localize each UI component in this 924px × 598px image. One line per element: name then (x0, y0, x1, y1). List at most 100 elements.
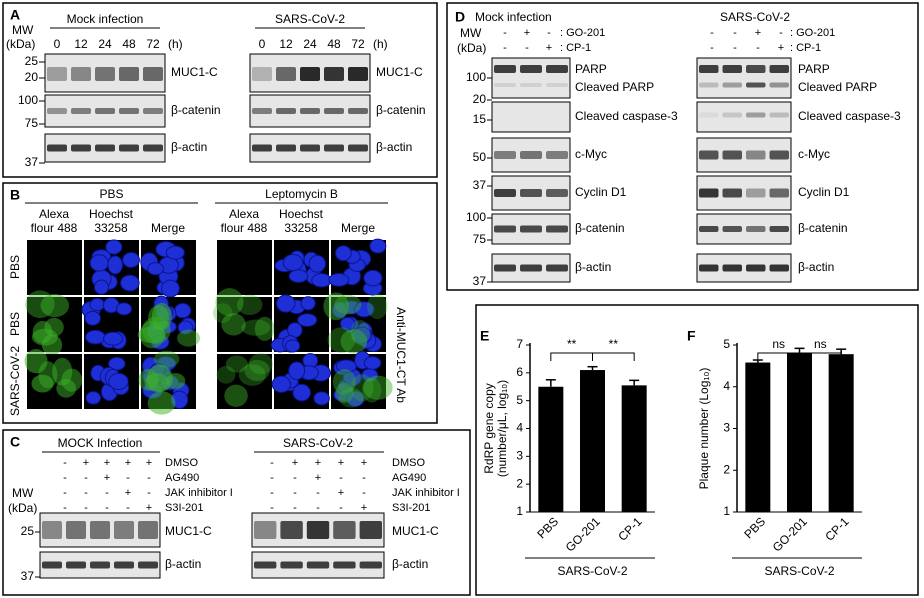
nucleus (165, 245, 185, 260)
nucleus (85, 391, 102, 405)
label: - (779, 27, 783, 39)
label: 12 (74, 37, 88, 51)
band (252, 67, 272, 81)
micrograph (27, 240, 82, 295)
label: β-actin (575, 260, 611, 274)
cytoplasm-signal (137, 326, 166, 343)
label: - (105, 502, 109, 514)
bar (828, 354, 854, 512)
nucleus (328, 273, 350, 287)
label: + (104, 472, 110, 484)
label: - (84, 487, 88, 499)
band (300, 67, 320, 81)
nucleus (122, 251, 140, 268)
nucleus (105, 239, 123, 255)
nucleus (346, 390, 365, 407)
label: - (147, 487, 151, 499)
label: (kDa) (6, 37, 35, 51)
cytoplasm-signal (61, 368, 83, 392)
label: β-catenin (575, 221, 625, 235)
cytoplasm-signal (216, 366, 236, 384)
band (47, 108, 67, 114)
label: 33258 (94, 221, 128, 235)
cytoplasm-signal (52, 357, 73, 386)
label: JAK inhibitor I (392, 487, 460, 499)
band (143, 108, 163, 114)
band (746, 82, 766, 88)
label: Anti-MUC1-CT Ab (394, 307, 408, 403)
band (769, 188, 789, 198)
label: 72 (146, 37, 160, 51)
band (494, 65, 516, 73)
label: - (126, 472, 130, 484)
label: (h) (168, 37, 183, 51)
label: MUC1-C (171, 65, 218, 79)
y-tick-label: 7 (516, 337, 523, 351)
label: + (338, 487, 344, 499)
band (769, 112, 789, 118)
band (300, 144, 320, 152)
nucleus (89, 254, 109, 272)
band (699, 82, 719, 88)
significance-bracket (592, 352, 635, 361)
label: Hoechst (279, 207, 324, 221)
band (324, 144, 344, 152)
band (520, 65, 542, 73)
label: 33258 (284, 221, 318, 235)
label: - (126, 502, 130, 514)
label: 100 (466, 70, 486, 84)
x-axis-label: SARS-CoV-2 (557, 564, 627, 578)
x-tick-label: CP-1 (822, 514, 851, 543)
panel-b-frame (2, 182, 438, 424)
cytoplasm-signal (323, 292, 350, 321)
label: - (710, 27, 714, 39)
band (746, 264, 766, 272)
y-axis-label: RdRP gene copy (482, 383, 496, 474)
label: - (63, 487, 67, 499)
label: + (104, 457, 110, 469)
band (90, 521, 110, 539)
label: SARS-CoV-2 (8, 346, 22, 416)
label: + (778, 42, 784, 54)
label: - (339, 472, 343, 484)
label: 12 (279, 37, 293, 51)
band (42, 561, 62, 569)
label: 75 (25, 116, 39, 130)
label: - (316, 502, 320, 514)
nucleus (285, 339, 301, 353)
label: - (756, 42, 760, 54)
x-tick-label: PBS (741, 514, 768, 541)
band (333, 521, 356, 539)
label: Alexa (39, 207, 69, 221)
label: 48 (327, 37, 341, 51)
significance-label: ** (567, 337, 577, 351)
label: - (547, 27, 551, 39)
x-tick-label: GO-201 (770, 514, 810, 554)
band (520, 264, 542, 272)
bar (621, 385, 647, 512)
error-bar (545, 379, 556, 387)
band (66, 561, 86, 569)
band (114, 521, 134, 539)
label: 25 (21, 524, 35, 538)
label: - (270, 457, 274, 469)
bar (787, 352, 812, 512)
label: - (63, 472, 67, 484)
band (300, 108, 320, 114)
nucleus (120, 274, 140, 292)
band (119, 108, 139, 114)
label: β-catenin (798, 221, 848, 235)
panel-ef-frame (475, 304, 919, 596)
cytoplasm-signal (225, 355, 248, 373)
band (95, 144, 115, 152)
nucleus (335, 245, 352, 262)
band (306, 561, 330, 569)
label: 48 (122, 37, 136, 51)
label: - (503, 27, 507, 39)
label: β-actin (165, 557, 201, 571)
significance-label: ns (814, 337, 827, 351)
nucleus (103, 331, 124, 346)
cytoplasm-signal (221, 313, 246, 336)
label: 37 (473, 178, 487, 192)
band (546, 189, 568, 197)
